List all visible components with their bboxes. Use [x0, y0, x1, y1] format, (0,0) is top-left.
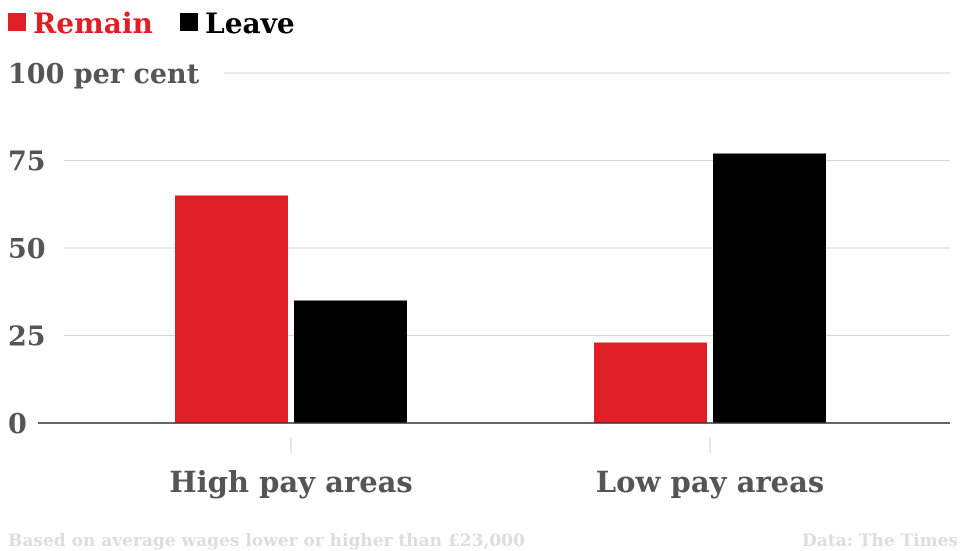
x-axis-categories: High pay areas Low pay areas — [169, 438, 824, 499]
legend-label-leave: Leave — [205, 7, 295, 40]
bars — [175, 153, 826, 423]
y-tick-label: 25 — [8, 322, 46, 353]
footer-note: Based on average wages lower or higher t… — [8, 531, 525, 551]
y-tick-label: 50 — [8, 234, 46, 265]
x-category-label: Low pay areas — [596, 465, 824, 499]
y-tick-label: 0 — [8, 409, 27, 440]
x-category-label: High pay areas — [169, 465, 413, 499]
bar-leave-2 — [713, 153, 826, 423]
legend-swatch-leave — [180, 13, 198, 31]
bar-remain-2 — [594, 342, 707, 423]
y-tick-label: 75 — [8, 147, 46, 178]
legend-label-remain: Remain — [33, 7, 153, 40]
legend-swatch-remain — [8, 13, 26, 31]
y-tick-label-top: 100 per cent — [8, 59, 200, 90]
footer-source: Data: The Times — [802, 531, 958, 551]
bar-leave-1 — [294, 300, 407, 423]
bar-remain-1 — [175, 195, 288, 423]
legend: Remain Leave — [8, 7, 295, 40]
y-axis-ticks: 0 25 50 75 100 per cent — [8, 59, 200, 440]
